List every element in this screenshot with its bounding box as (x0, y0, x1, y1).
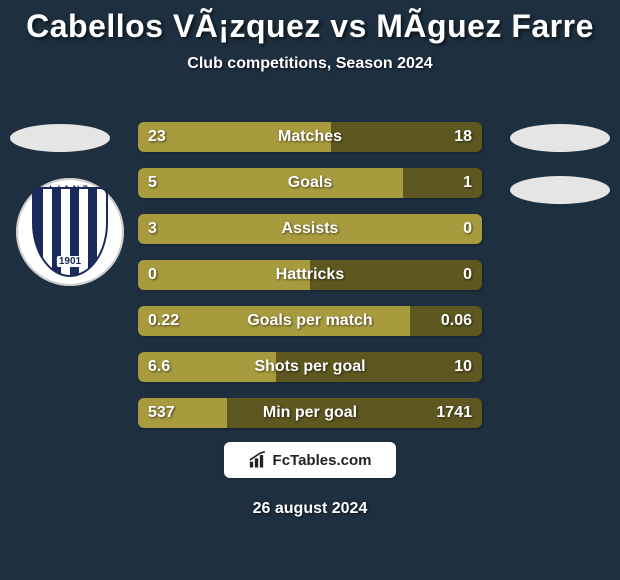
stat-label: Shots per goal (138, 352, 482, 382)
player-left-slot-1 (10, 124, 110, 152)
brand-text: FcTables.com (273, 452, 372, 469)
club-badge: LIANZ 1901 (16, 178, 124, 286)
stat-label: Matches (138, 122, 482, 152)
stat-label: Hattricks (138, 260, 482, 290)
stat-value-right: 1 (463, 168, 472, 198)
stat-label: Goals per match (138, 306, 482, 336)
stat-value-right: 0 (463, 214, 472, 244)
stat-label: Assists (138, 214, 482, 244)
stat-row: Matches23 18 (138, 122, 482, 152)
stat-value-left: 3 (148, 214, 157, 244)
page-subtitle: Club competitions, Season 2024 (0, 55, 620, 73)
badge-year: 1901 (57, 256, 83, 267)
stat-value-left: 0 (148, 260, 157, 290)
date-text: 26 august 2024 (0, 500, 620, 518)
comparison-infographic: Cabellos VÃ¡zquez vs MÃ­guez Farre Club … (0, 0, 620, 580)
stat-value-left: 23 (148, 122, 166, 152)
page-title: Cabellos VÃ¡zquez vs MÃ­guez Farre (0, 8, 620, 45)
stat-value-right: 10 (454, 352, 472, 382)
player-right-slot-2 (510, 176, 610, 204)
stat-row: Goals per match0.22 0.06 (138, 306, 482, 336)
stat-value-right: 0 (463, 260, 472, 290)
stat-label: Goals (138, 168, 482, 198)
stat-value-right: 18 (454, 122, 472, 152)
stat-row: Goals5 1 (138, 168, 482, 198)
stat-value-right: 1741 (436, 398, 472, 428)
footer-brand-box: FcTables.com (224, 442, 396, 478)
stat-value-left: 537 (148, 398, 175, 428)
badge-shield-icon: 1901 (32, 187, 108, 277)
chart-icon (249, 451, 269, 469)
stat-value-left: 6.6 (148, 352, 170, 382)
stat-row: Min per goal537 1741 (138, 398, 482, 428)
stat-value-left: 0.22 (148, 306, 179, 336)
player-right-slot-1 (510, 124, 610, 152)
stat-row: Assists3 0 (138, 214, 482, 244)
stat-row: Hattricks0 0 (138, 260, 482, 290)
stats-bars: Matches2318Goals51Assists30Hattricks00Go… (138, 122, 482, 444)
stat-value-right: 0.06 (441, 306, 472, 336)
stat-label: Min per goal (138, 398, 482, 428)
stat-value-left: 5 (148, 168, 157, 198)
stat-row: Shots per goal6.6 10 (138, 352, 482, 382)
